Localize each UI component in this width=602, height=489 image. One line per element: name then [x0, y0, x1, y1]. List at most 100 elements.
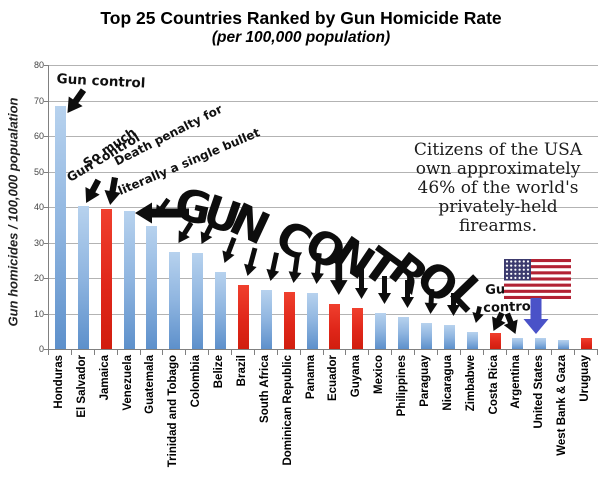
x-tick-mark [528, 350, 530, 355]
arrow-to-jamaica [104, 176, 121, 205]
x-tick-mark [48, 350, 49, 355]
y-tick-label: 40 [33, 202, 44, 212]
y-tick-label: 0 [38, 344, 44, 354]
arrow-to-brazil [244, 247, 258, 277]
bar-argentina [512, 338, 524, 349]
x-tick-mark [276, 350, 278, 355]
x-label-panama: Panama [304, 355, 317, 400]
x-tick-mark [93, 350, 95, 355]
x-tick-mark [597, 350, 598, 355]
y-tick-mark [44, 207, 48, 208]
arrow-to-el-salvador [85, 178, 101, 203]
arrow-to-paraguay [424, 288, 438, 315]
y-tick-label: 80 [33, 60, 44, 70]
x-label-guatemala: Guatemala [144, 355, 157, 414]
x-tick-mark [208, 350, 210, 355]
x-tick-mark [414, 350, 415, 355]
y-tick-label: 30 [33, 237, 44, 248]
bar-panama [306, 293, 318, 349]
arrow-to-colombia [200, 220, 216, 245]
gridline [49, 278, 598, 279]
x-label-ecuador: Ecuador [327, 355, 340, 402]
bar-jamaica [100, 209, 112, 349]
x-tick-mark [253, 350, 255, 355]
y-tick-label: 60 [33, 131, 44, 141]
arrow-to-philippines [401, 280, 415, 309]
bar-zimbabwe [466, 332, 478, 349]
bar-trinidad-and-tobago [169, 252, 181, 349]
x-tick-mark [391, 350, 393, 355]
arrow-to-nicaragua [446, 292, 460, 316]
chart-title: Top 25 Countries Ranked by Gun Homicide … [100, 8, 502, 28]
bar-el-salvador [77, 206, 89, 349]
y-tick-mark [44, 313, 48, 315]
bar-paraguay [420, 323, 432, 349]
bar-united-states [535, 338, 547, 349]
x-label-zimbabwe: Zimbabwe [464, 355, 477, 412]
bar-costa-rica [489, 333, 501, 349]
x-label-mexico: Mexico [373, 355, 386, 394]
x-tick-mark [116, 350, 118, 355]
x-tick-mark [322, 350, 324, 355]
bar-guyana [352, 308, 364, 349]
y-tick-label: 10 [33, 308, 44, 319]
x-label-el-salvador: El Salvador [75, 355, 88, 418]
usa-caption: Citizens of the USA own approximately 46% … [392, 141, 602, 236]
arrow-to-belize [222, 236, 237, 263]
gridline [49, 313, 598, 315]
x-label-brazil: Brazil [235, 355, 248, 387]
arrow-to-trinidad-and-tobago [178, 221, 194, 244]
x-tick-mark [505, 350, 507, 355]
usa-caption-line: Citizens of the USA [413, 140, 583, 160]
bar-colombia [192, 253, 204, 349]
arrow-to-south-africa [266, 252, 279, 282]
x-tick-mark [368, 350, 370, 355]
gridline [49, 100, 598, 102]
x-tick-mark [345, 350, 347, 355]
y-tick-mark [44, 242, 48, 244]
bar-brazil [237, 285, 249, 349]
bar-guatemala [146, 226, 158, 349]
x-label-venezuela: Venezuela [121, 355, 134, 411]
y-tick-mark [44, 100, 48, 102]
y-tick-mark [44, 278, 48, 279]
arrow-to-zimbabwe [472, 306, 485, 324]
gridline [49, 65, 598, 66]
x-label-costa-rica: Costa Rica [487, 355, 500, 415]
y-tick-label: 20 [33, 273, 44, 283]
x-label-uruguay: Uruguay [579, 355, 592, 402]
plot-area [48, 65, 598, 350]
bar-ecuador [329, 303, 341, 349]
arrow-to-mexico [378, 276, 392, 305]
y-tick-mark [44, 171, 48, 173]
bar-honduras [54, 106, 66, 349]
x-label-west-bank-gaza: West Bank & Gaza [556, 355, 569, 456]
x-label-jamaica: Jamaica [98, 355, 111, 401]
y-tick-mark [44, 349, 48, 350]
x-label-belize: Belize [213, 355, 226, 389]
x-tick-mark [70, 350, 72, 355]
gridline [49, 242, 598, 244]
us-flag-icon [504, 259, 571, 299]
x-tick-mark [162, 350, 164, 355]
bar-south-africa [260, 290, 272, 349]
bar-uruguay [581, 337, 593, 349]
x-tick-mark [436, 350, 438, 355]
arrow-to-ecuador [330, 258, 348, 295]
y-tick-mark [44, 65, 48, 66]
bar-mexico [375, 313, 387, 349]
arrow-to-argentina [503, 312, 518, 334]
x-label-dominican-republic: Dominican Republic [281, 355, 294, 466]
bar-nicaragua [443, 324, 455, 349]
arrow-to-guatemala [155, 197, 171, 218]
gridline [49, 136, 598, 137]
x-tick-mark [551, 350, 553, 355]
arrow-to-panama [310, 253, 324, 285]
x-tick-mark [231, 350, 232, 355]
usa-blue-arrow-icon [523, 298, 549, 334]
x-tick-mark [185, 350, 187, 355]
x-tick-mark [139, 350, 141, 355]
y-tick-label: 50 [33, 166, 44, 177]
usa-caption-line: own approximately [415, 159, 581, 179]
bar-philippines [398, 317, 410, 349]
